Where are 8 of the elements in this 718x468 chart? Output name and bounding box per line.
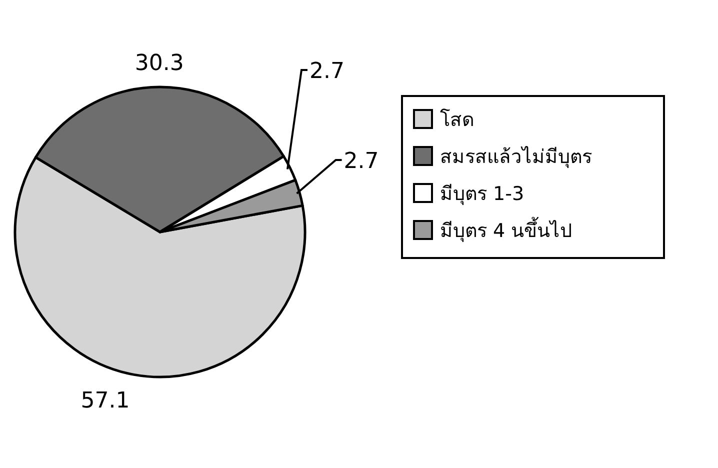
data-label: 2.7 bbox=[309, 59, 344, 84]
legend-label: มีบุตร 1-3 bbox=[440, 183, 524, 206]
data-label: 2.7 bbox=[344, 149, 379, 174]
legend-label: มีบุตร 4 นขึ้นไป bbox=[440, 217, 572, 243]
data-label: 57.1 bbox=[80, 388, 130, 414]
legend-label: โสด bbox=[440, 108, 474, 131]
legend-label: สมรสแล้วไม่มีบุตร bbox=[440, 146, 592, 169]
data-label: 30.3 bbox=[134, 51, 184, 76]
